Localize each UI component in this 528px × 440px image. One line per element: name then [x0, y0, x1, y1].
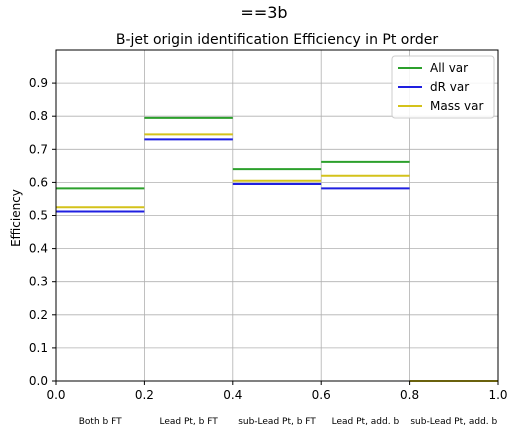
y-axis-ticks: 0.0 0.1 0.2 0.3 0.4 0.5 0.6 0.7 0.8 0.9 [29, 76, 56, 388]
legend-label: All var [430, 61, 468, 75]
y-tick-label: 0.8 [29, 109, 48, 123]
y-tick-label: 0.7 [29, 142, 48, 156]
x-tick-label: 0.4 [223, 388, 242, 402]
y-tick-label: 0.0 [29, 374, 48, 388]
legend-box [391, 55, 495, 119]
x-tick-label: 0.6 [312, 388, 331, 402]
series-dr-var [56, 138, 498, 382]
series-mass-var [56, 133, 498, 382]
y-tick-label: 0.5 [29, 209, 48, 223]
y-tick-label: 0.4 [29, 242, 48, 256]
chart-title: B-jet origin identification Efficiency i… [116, 32, 438, 48]
series-all-var [56, 116, 498, 382]
category-label: sub-Lead Pt, add. b [410, 417, 497, 427]
y-tick-label: 0.2 [29, 308, 48, 322]
x-tick-label: 0.0 [46, 388, 65, 402]
x-tick-label: 0.8 [400, 388, 419, 402]
chart-suptitle: ==3b [240, 3, 287, 22]
series-lines [56, 116, 498, 382]
y-axis-label: Efficiency [9, 189, 23, 247]
category-labels: Both b FT Lead Pt, b FT sub-Lead Pt, b FT L… [79, 417, 498, 427]
y-tick-label: 0.3 [29, 275, 48, 289]
category-label: Lead Pt, b FT [159, 417, 218, 427]
legend: All var dR var Mass var [391, 55, 495, 119]
category-label: Both b FT [79, 417, 122, 427]
x-tick-label: 0.2 [135, 388, 154, 402]
category-label: sub-Lead Pt, b FT [238, 417, 316, 427]
category-label: Lead Pt, add. b [332, 417, 400, 427]
legend-label: dR var [430, 80, 469, 94]
x-axis-ticks: 0.0 0.2 0.4 0.6 0.8 1.0 [46, 381, 508, 402]
y-tick-label: 0.6 [29, 175, 48, 189]
y-tick-label: 0.9 [29, 76, 48, 90]
y-tick-label: 0.1 [29, 341, 48, 355]
x-tick-label: 1.0 [488, 388, 507, 402]
legend-label: Mass var [430, 99, 483, 113]
